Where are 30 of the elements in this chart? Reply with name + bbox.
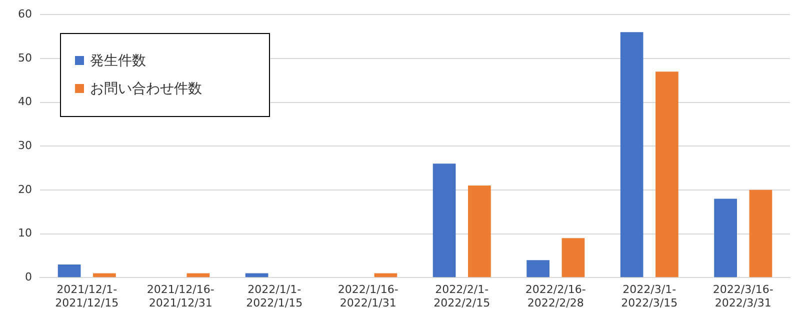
legend-label: お問い合わせ件数 bbox=[90, 80, 202, 98]
y-tick-label: 10 bbox=[18, 226, 32, 240]
bar bbox=[58, 264, 81, 278]
y-tick-label: 40 bbox=[18, 95, 32, 108]
bar bbox=[714, 198, 737, 278]
bar bbox=[526, 260, 550, 278]
x-tick-label: 2022/3/1- 2022/3/15 bbox=[621, 283, 678, 310]
y-tick-label: 30 bbox=[18, 138, 32, 152]
y-tick-label: 20 bbox=[18, 182, 32, 196]
bar bbox=[186, 273, 210, 278]
x-tick-label: 2021/12/1- 2021/12/15 bbox=[55, 283, 119, 310]
y-tick-label: 0 bbox=[24, 270, 32, 284]
x-tick-label: 2022/1/16- 2022/1/31 bbox=[338, 283, 398, 310]
bar bbox=[562, 238, 585, 278]
legend-label: 発生件数 bbox=[90, 52, 146, 70]
bar bbox=[245, 273, 268, 278]
bar bbox=[374, 273, 398, 278]
x-tick-label: 2021/12/16- 2021/12/31 bbox=[146, 283, 214, 310]
bar bbox=[93, 273, 116, 278]
bar bbox=[620, 32, 644, 278]
x-tick-label: 2022/2/16- 2022/2/28 bbox=[525, 283, 586, 310]
bar bbox=[432, 164, 456, 278]
x-tick-label: 2022/1/1- 2022/1/15 bbox=[246, 283, 303, 310]
x-tick-label: 2022/3/16- 2022/3/31 bbox=[712, 283, 774, 310]
bar bbox=[468, 186, 491, 278]
x-tick-label: 2022/2/1- 2022/2/15 bbox=[434, 283, 490, 310]
y-tick-label: 50 bbox=[18, 51, 32, 64]
bar bbox=[656, 72, 678, 278]
y-tick-label: 60 bbox=[18, 7, 32, 20]
bar bbox=[749, 190, 772, 278]
